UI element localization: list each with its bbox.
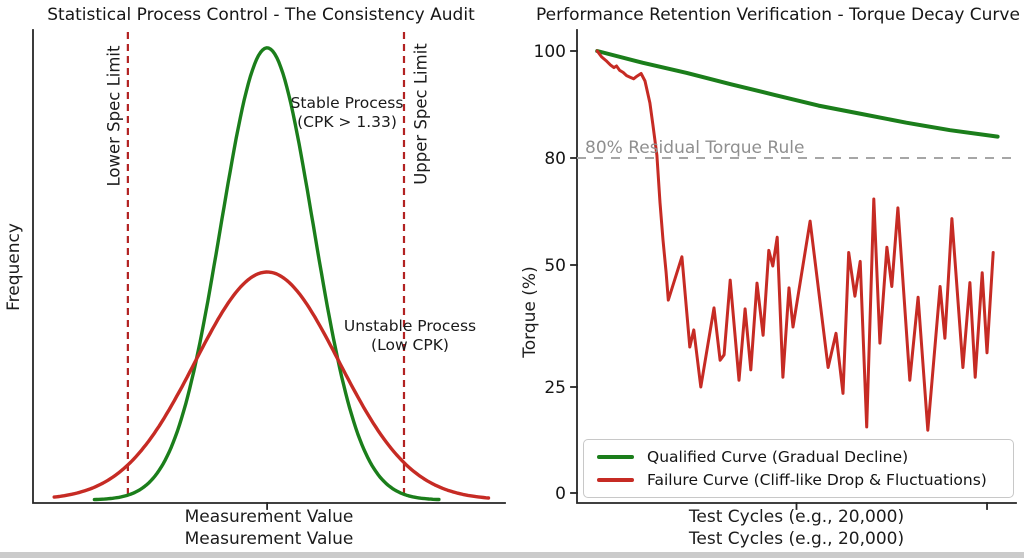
stable-process-curve	[92, 46, 441, 502]
unstable-process-annotation-line1: Unstable Process	[343, 317, 477, 335]
right-x-axis-label-stack: Test Cycles (e.g., 20,000) Test Cycles (…	[577, 507, 1016, 550]
stable-process-annotation: Stable Process (CPK > 1.33)	[267, 94, 427, 131]
left-x-axis-label: Measurement Value	[184, 507, 354, 527]
right-y-axis-label: Torque (%)	[520, 266, 540, 358]
right-y-tick-label: 25	[544, 378, 566, 398]
right-x-axis-label-repeated: Test Cycles (e.g., 20,000)	[688, 528, 905, 549]
right-y-tick-label: 100	[534, 42, 566, 62]
right-y-tick-label: 80	[544, 149, 566, 169]
legend-label-failure-curve: Failure Curve (Cliff-like Drop & Fluctua…	[647, 471, 987, 489]
right-y-tick-label: 50	[544, 256, 566, 276]
threshold-rule-label: 80% Residual Torque Rule	[585, 138, 805, 158]
unstable-process-curve	[52, 270, 491, 500]
legend-label-qualified-curve: Qualified Curve (Gradual Decline)	[647, 448, 909, 466]
lower-spec-limit-label: Lower Spec Limit	[104, 45, 124, 187]
screenshot-bottom-edge-strip	[0, 552, 1024, 558]
legend-swatch-qualified-curve	[597, 455, 634, 459]
legend: Qualified Curve (Gradual Decline) Failur…	[583, 439, 1014, 498]
left-x-axis-label-stack: Measurement Value Measurement Value	[33, 507, 505, 550]
stable-process-annotation-line2: (CPK > 1.33)	[297, 112, 397, 131]
right-plot-spines	[576, 29, 1017, 504]
left-chart-title: Statistical Process Control - The Consis…	[47, 5, 475, 25]
stable-process-annotation-line1: Stable Process	[290, 94, 404, 112]
failure-curve	[595, 49, 995, 432]
left-x-axis-label-repeated: Measurement Value	[184, 528, 354, 549]
right-y-tick-label: 0	[555, 484, 566, 504]
left-y-axis-label: Frequency	[4, 223, 24, 311]
legend-item-qualified-curve: Qualified Curve (Gradual Decline)	[597, 448, 1013, 466]
legend-item-failure-curve: Failure Curve (Cliff-like Drop & Fluctua…	[597, 471, 1013, 489]
left-plot-spines	[32, 29, 506, 504]
unstable-process-annotation-line2: (Low CPK)	[371, 335, 449, 354]
legend-swatch-failure-curve	[597, 478, 634, 482]
right-chart-title: Performance Retention Verification - Tor…	[536, 5, 1020, 25]
right-x-axis-label: Test Cycles (e.g., 20,000)	[688, 507, 905, 527]
unstable-process-annotation: Unstable Process (Low CPK)	[329, 317, 491, 354]
qualified-curve	[595, 49, 1000, 139]
